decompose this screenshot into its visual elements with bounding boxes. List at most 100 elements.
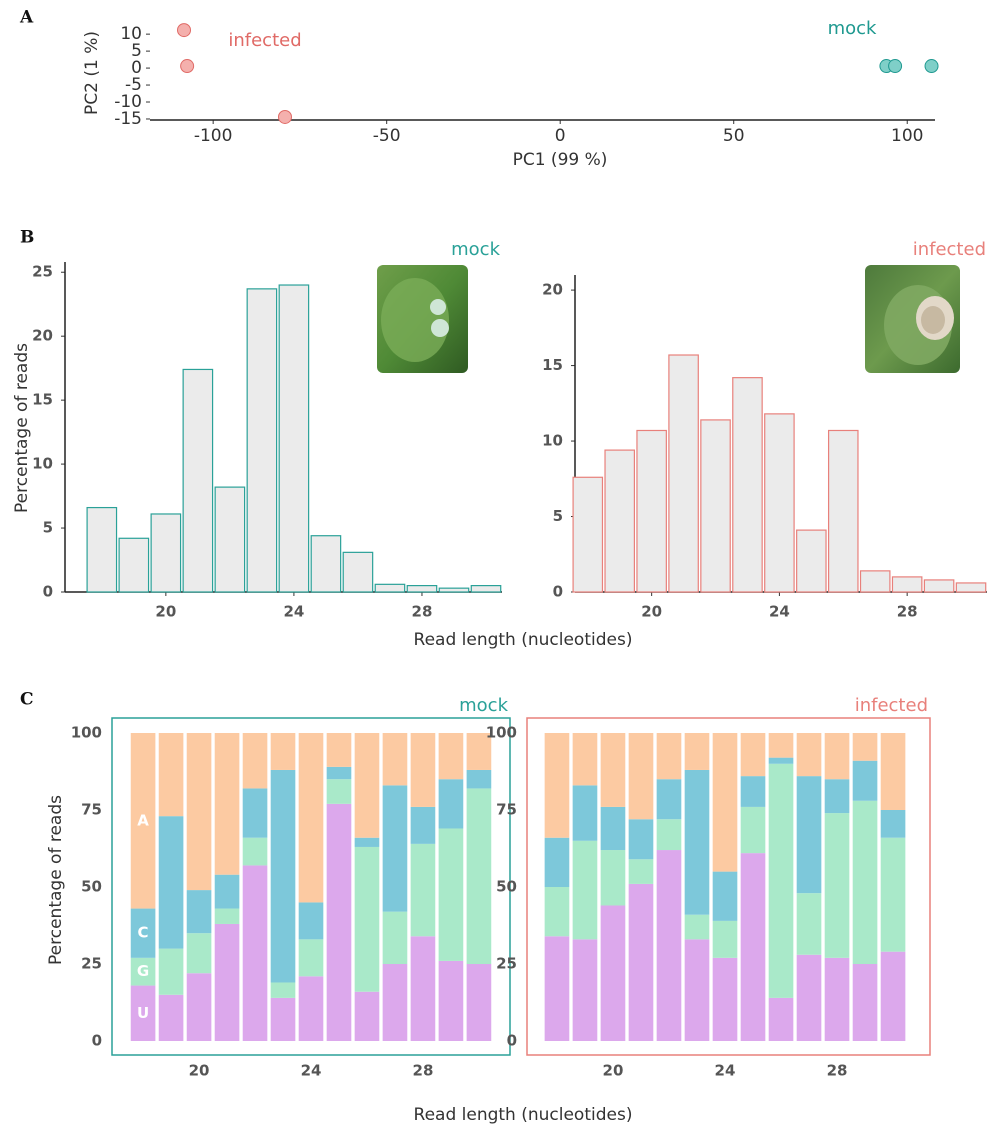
bar-segment [382,733,408,786]
bar-segment [740,806,766,854]
bar-segment [326,766,352,780]
bar-segment [298,733,324,903]
bar-segment [130,957,156,986]
bar [796,529,827,593]
mock-photo [377,265,468,373]
bar-segment [572,939,598,1041]
panel-frame [526,717,931,1056]
point [888,59,903,74]
bar-segment [656,819,682,851]
bar-segment [544,936,570,1041]
bar [764,413,795,593]
x-tick-label: 28 [897,603,918,621]
y-tick-label: -15 [114,109,142,129]
bar [955,582,987,593]
bar [150,513,182,593]
bar [827,429,859,593]
bar-segment [270,982,296,998]
bar-segment [466,733,492,770]
bar [374,583,406,593]
x-tick-label: 28 [413,1062,434,1080]
bar-segment [438,828,464,961]
bar-segment [438,960,464,1041]
bar-segment [796,954,822,1041]
bar [923,579,955,593]
point [177,23,192,38]
bar-segment [354,846,380,992]
y-tick-label: 0 [43,583,53,601]
y-tick-label: -5 [125,75,142,95]
bar-segment [326,803,352,1041]
bar-segment [326,733,352,767]
bar-segment [600,806,626,851]
y-tick-label: 5 [43,519,53,537]
bar-segment [214,733,240,875]
bar-segment [466,964,492,1041]
bar-segment [270,769,296,983]
y-tick-label: 25 [81,955,102,973]
bar-segment [712,920,738,958]
bar-segment [130,985,156,1041]
bar [636,429,667,593]
bar-segment [186,890,212,934]
bar-segment [130,908,156,958]
x-tick-label: 100 [891,126,923,146]
bar-segment [158,733,184,817]
bar-segment [852,733,878,761]
bar-segment [852,800,878,964]
point [180,59,195,74]
bar-segment [712,957,738,1041]
x-tick-label: 24 [769,603,790,621]
bar-segment [326,779,352,804]
bar-segment [270,733,296,770]
y-tick-label: 0 [507,1032,517,1050]
bar-segment [796,733,822,777]
bar-segment [684,769,710,915]
y-tick-label: 75 [81,801,102,819]
bar-segment [740,853,766,1041]
bar [118,537,150,593]
bar-segment [852,964,878,1041]
bar-segment [572,785,598,841]
y-tick-label: 0 [131,58,142,78]
group-label: mock [828,18,877,39]
bar [342,551,374,593]
x-tick-label: 24 [715,1062,736,1080]
bar-segment [214,908,240,924]
bar [310,535,342,593]
bar-segment [768,997,794,1041]
bar-segment [740,776,766,807]
bar-segment [270,997,296,1041]
y-tick-label: 10 [542,432,563,450]
bar [700,419,731,593]
y-tick-label: 10 [32,455,53,473]
x-axis-label: PC1 (99 %) [513,150,608,170]
bar-segment [242,733,268,789]
bar-segment [768,763,794,998]
point [277,109,292,124]
y-tick-label: -10 [114,92,142,112]
y-tick-label: 0 [553,583,563,601]
bar [604,449,636,593]
bar-segment [438,733,464,780]
bar-segment [354,733,380,838]
legend-label: C [138,924,149,942]
y-tick-label: 100 [486,724,517,742]
bar-segment [130,733,156,909]
x-tick-label: 20 [189,1062,210,1080]
bar-segment [214,923,240,1041]
bar-segment [768,757,794,764]
bar-segment [880,951,906,1041]
x-tick-label: 50 [723,126,745,146]
bar [891,576,923,593]
bar [732,377,763,593]
bar-segment [382,911,408,964]
x-tick-label: -100 [194,126,233,146]
bar-segment [186,973,212,1041]
bar-segment [410,806,436,844]
legend-label: G [137,962,149,980]
bar [470,585,502,593]
bar-segment [684,914,710,940]
bar [182,368,214,593]
